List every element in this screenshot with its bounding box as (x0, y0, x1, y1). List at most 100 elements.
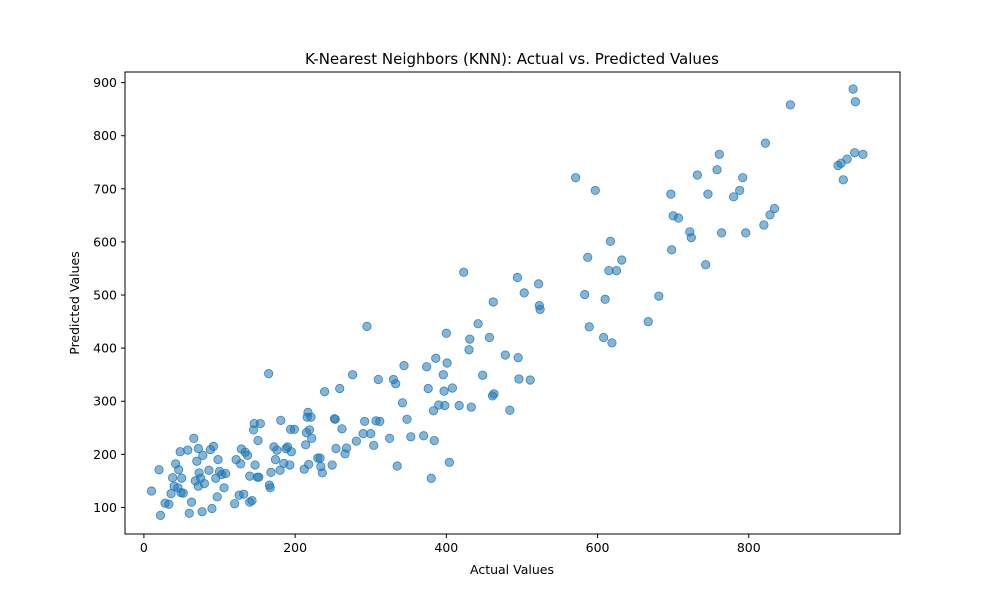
data-point-0 (146, 486, 157, 496)
y-tick-label: 100 (93, 500, 117, 515)
data-point-160 (617, 255, 627, 265)
data-point-159 (611, 266, 622, 276)
data-point-96 (351, 436, 361, 446)
data-point-127 (447, 383, 457, 393)
x-tick-label: 600 (586, 540, 610, 555)
data-point-78 (304, 459, 314, 470)
data-point-125 (442, 358, 452, 368)
data-point-90 (331, 443, 341, 454)
data-point-108 (392, 461, 402, 471)
data-point-176 (735, 185, 745, 196)
data-point-126 (444, 457, 454, 467)
data-point-60 (266, 467, 276, 477)
data-point-189 (850, 148, 860, 158)
data-point-129 (459, 267, 469, 277)
data-point-133 (473, 319, 483, 329)
data-point-86 (320, 387, 330, 397)
data-point-13 (177, 473, 187, 483)
data-point-63 (272, 445, 282, 455)
data-point-33 (212, 492, 222, 502)
data-point-64 (275, 465, 285, 475)
data-point-156 (604, 266, 614, 276)
y-tick-label: 200 (93, 447, 117, 462)
data-point-172 (712, 165, 722, 175)
data-point-174 (716, 228, 727, 238)
data-point-110 (399, 361, 409, 371)
data-point-180 (760, 138, 771, 148)
data-point-99 (362, 321, 372, 331)
data-point-124 (441, 328, 451, 338)
y-tick-label: 900 (93, 75, 117, 90)
y-tick-label: 500 (93, 288, 117, 303)
data-point-109 (397, 398, 408, 408)
data-point-134 (478, 370, 488, 380)
data-point-69 (285, 460, 295, 470)
data-point-116 (426, 473, 436, 483)
data-point-155 (600, 294, 610, 304)
data-point-181 (765, 210, 775, 220)
data-point-190 (850, 97, 860, 107)
data-point-150 (580, 289, 590, 300)
data-point-94 (341, 443, 352, 453)
data-point-52 (250, 460, 260, 470)
data-point-80 (306, 412, 316, 422)
data-point-18 (189, 433, 199, 444)
data-point-171 (703, 189, 713, 199)
data-point-119 (431, 353, 441, 363)
data-point-161 (643, 316, 653, 327)
data-point-151 (583, 252, 593, 262)
data-point-139 (500, 350, 510, 360)
data-point-71 (286, 447, 296, 457)
data-point-123 (440, 400, 450, 411)
data-point-54 (253, 435, 263, 446)
x-tick-label: 400 (434, 540, 458, 555)
data-point-144 (519, 288, 529, 298)
data-point-137 (488, 297, 498, 307)
data-point-175 (729, 192, 739, 202)
data-point-122 (439, 386, 449, 396)
plot-frame (124, 71, 901, 535)
data-point-163 (666, 189, 676, 199)
x-tick-label: 0 (140, 540, 148, 555)
data-point-169 (692, 170, 702, 180)
data-point-131 (465, 334, 475, 344)
data-point-46 (242, 450, 253, 461)
data-point-59 (265, 483, 275, 493)
data-point-4 (164, 499, 174, 509)
data-point-31 (208, 441, 219, 451)
data-point-34 (213, 455, 223, 465)
data-point-56 (255, 418, 265, 429)
data-point-15 (183, 445, 193, 455)
data-point-183 (785, 100, 795, 110)
data-point-74 (301, 440, 311, 450)
data-point-148 (535, 304, 545, 314)
data-point-26 (198, 450, 208, 461)
data-point-157 (605, 236, 616, 246)
data-point-97 (358, 429, 368, 439)
data-point-140 (505, 405, 515, 415)
data-point-188 (848, 84, 858, 94)
data-point-104 (375, 416, 385, 427)
data-point-72 (289, 424, 299, 434)
data-point-107 (391, 379, 401, 389)
data-point-48 (245, 471, 255, 481)
data-point-100 (366, 429, 376, 439)
data-point-164 (667, 245, 677, 255)
chart-title: K-Nearest Neighbors (KNN): Actual vs. Pr… (305, 50, 719, 68)
data-point-118 (429, 435, 439, 446)
data-point-149 (571, 173, 581, 183)
data-point-89 (330, 414, 340, 424)
data-point-37 (219, 483, 229, 493)
data-point-81 (307, 433, 317, 444)
data-point-27 (199, 478, 209, 489)
data-point-130 (464, 345, 474, 355)
data-point-117 (428, 406, 439, 416)
data-point-177 (738, 173, 748, 183)
data-point-44 (239, 489, 249, 499)
data-point-166 (673, 213, 684, 223)
data-point-138 (489, 389, 499, 399)
points-layer (146, 84, 868, 521)
data-point-49 (247, 495, 257, 506)
